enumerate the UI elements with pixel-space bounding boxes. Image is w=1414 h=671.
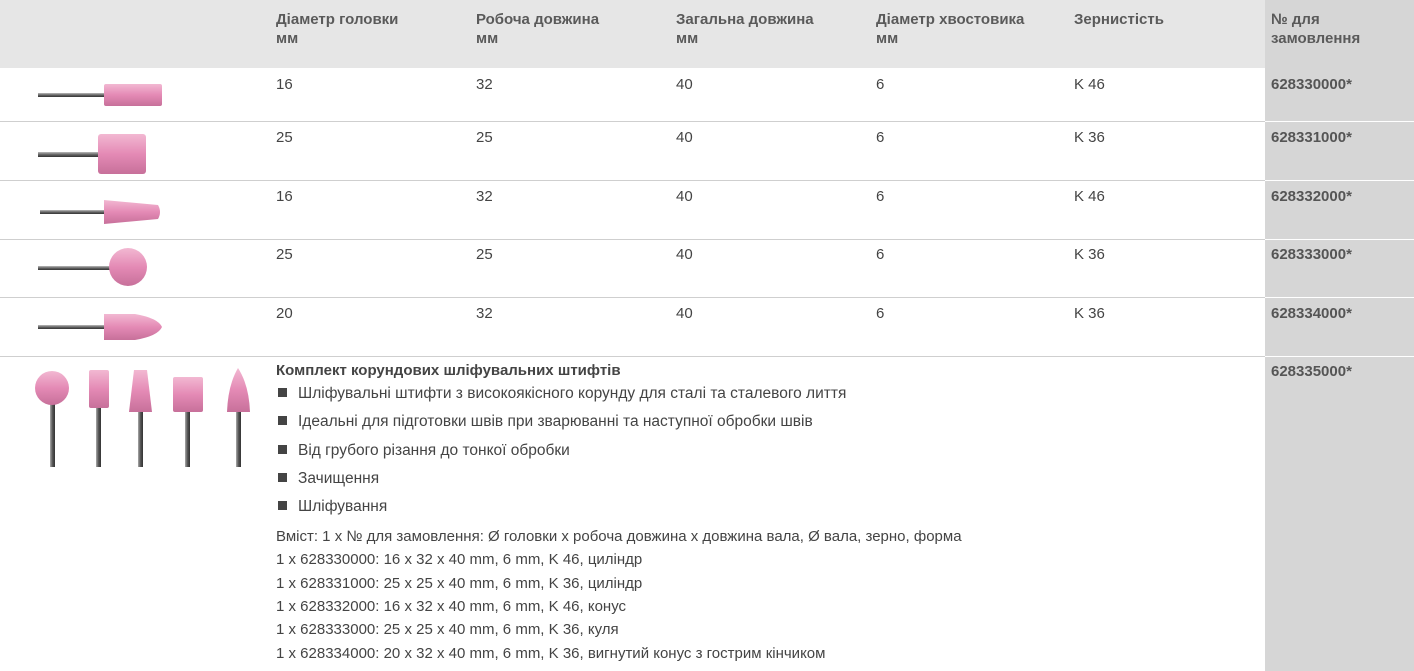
header-label: Зернистість [1074, 11, 1164, 28]
table-cell: 16 [276, 188, 293, 205]
bullet-item: Шліфування [278, 498, 387, 516]
table-cell: 6 [876, 188, 885, 205]
order-number: 628335000* [1271, 363, 1352, 380]
bullet-text: Зачищення [298, 469, 380, 487]
kit-content-line: 1 x 628332000: 16 x 32 x 40 mm, 6 mm, K … [276, 597, 627, 615]
bullet-item: Від грубого різання до тонкої обробки [278, 442, 570, 460]
kit-content-line: 1 x 628334000: 20 x 32 x 40 mm, 6 mm, K … [276, 644, 826, 662]
bullet-item: Зачищення [278, 470, 379, 488]
table-cell: 25 [476, 129, 493, 146]
bullet-text: Шліфувальні штифти з високоякісного кору… [298, 385, 847, 402]
table-cell: 40 [676, 305, 693, 322]
bullet-marker [278, 444, 287, 454]
kit-content-line: Вміст: 1 x № для замовлення: Ø головки x… [276, 528, 962, 545]
row-separator [1265, 121, 1414, 122]
header-label: Діаметр головки [276, 11, 399, 28]
header-label: мм [276, 30, 299, 47]
header-label: Діаметр хвостовика [876, 11, 1025, 28]
bullet-marker [278, 501, 287, 511]
row-separator [0, 179, 1265, 181]
table-cell: 40 [676, 129, 693, 146]
table-cell: 32 [476, 76, 493, 93]
table-cell: 25 [276, 129, 293, 146]
table-cell: 40 [676, 188, 693, 205]
table-cell: K 36 [1074, 129, 1105, 146]
order-number: 628333000* [1271, 246, 1352, 263]
bullet-text: Від грубого різання до тонкої обробки [298, 441, 570, 459]
table-cell: 32 [476, 305, 493, 322]
table-cell: 40 [676, 76, 693, 93]
header-label: № для [1271, 11, 1320, 28]
bullet-text: Шліфування [298, 498, 388, 516]
header-label: мм [676, 30, 699, 47]
row-separator [0, 121, 1265, 122]
table-cell: K 46 [1074, 188, 1105, 205]
row-separator [1265, 355, 1414, 357]
bullet-item: Шліфувальні штифти з високоякісного кору… [278, 385, 846, 403]
row-separator [1265, 296, 1414, 298]
kit-content-line: 1 x 628331000: 25 x 25 x 40 mm, 6 mm, K … [276, 574, 643, 592]
order-number: 628332000* [1271, 188, 1352, 205]
table-cell: 6 [876, 246, 885, 263]
row-separator [0, 296, 1265, 298]
header-label: замовлення [1271, 30, 1361, 47]
row-separator [0, 238, 1265, 240]
kit-title: Комплект корундових шліфувальних штифтів [276, 362, 621, 379]
order-number: 628330000* [1271, 76, 1352, 93]
table-cell: K 36 [1074, 305, 1105, 322]
row-separator [1265, 179, 1414, 181]
table-cell: 32 [476, 188, 493, 205]
row-separator [1265, 238, 1414, 240]
kit-content-line: 1 x 628333000: 25 x 25 x 40 mm, 6 mm, K … [276, 621, 619, 639]
table-cell: 25 [476, 246, 493, 263]
bullet-marker [278, 388, 287, 397]
table-cell: 16 [276, 76, 293, 93]
table-cell: 20 [276, 305, 293, 322]
header-label: мм [876, 30, 899, 47]
bullet-marker [278, 416, 287, 426]
table-cell: 25 [276, 246, 293, 263]
header-label: Робоча довжина [476, 11, 600, 28]
header-label: мм [476, 30, 499, 47]
order-number: 628334000* [1271, 305, 1352, 322]
table-cell: 6 [876, 305, 885, 322]
table-cell: K 46 [1074, 76, 1105, 93]
order-number: 628331000* [1271, 129, 1352, 146]
kit-content-line: 1 x 628330000: 16 x 32 x 40 mm, 6 mm, K … [276, 551, 643, 569]
table-cell: 6 [876, 129, 885, 146]
header-background [0, 0, 1265, 68]
row-separator [0, 355, 1265, 357]
product-images [35, 84, 250, 467]
order-column-background [1265, 0, 1414, 671]
table-cell: 6 [876, 76, 885, 93]
header-label: Загальна довжина [676, 11, 814, 28]
bullet-item: Ідеальні для підготовки швів при зварюва… [278, 413, 813, 431]
table-cell: K 36 [1074, 246, 1105, 263]
bullet-marker [278, 472, 287, 482]
table-cell: 40 [676, 246, 693, 263]
bullet-text: Ідеальні для підготовки швів при зварюва… [298, 413, 813, 431]
